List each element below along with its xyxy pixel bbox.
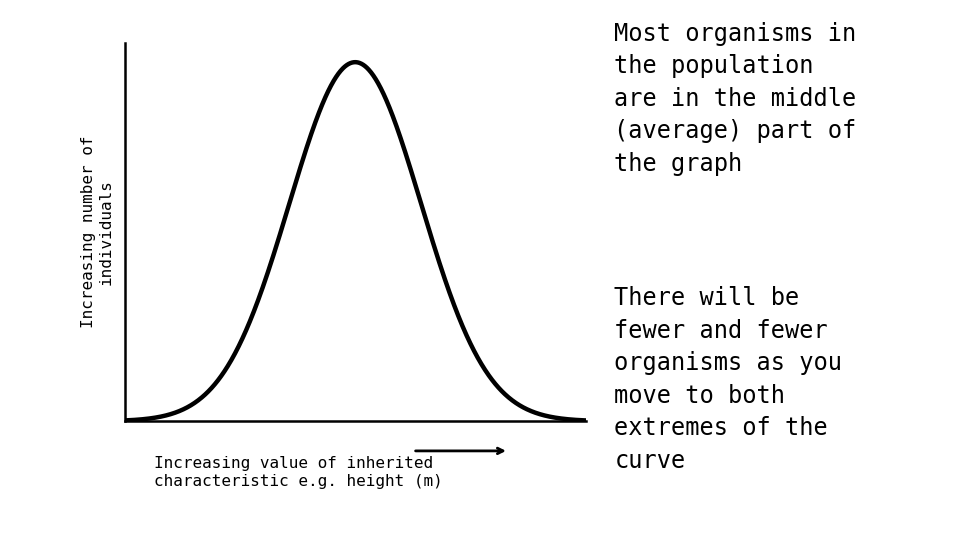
Y-axis label: Increasing number of
individuals: Increasing number of individuals (82, 136, 113, 328)
Text: Most organisms in
the population
are in the middle
(average) part of
the graph: Most organisms in the population are in … (614, 22, 856, 176)
Text: Increasing value of inherited
characteristic e.g. height (m): Increasing value of inherited characteri… (154, 456, 443, 489)
Text: There will be
fewer and fewer
organisms as you
move to both
extremes of the
curv: There will be fewer and fewer organisms … (614, 286, 843, 473)
